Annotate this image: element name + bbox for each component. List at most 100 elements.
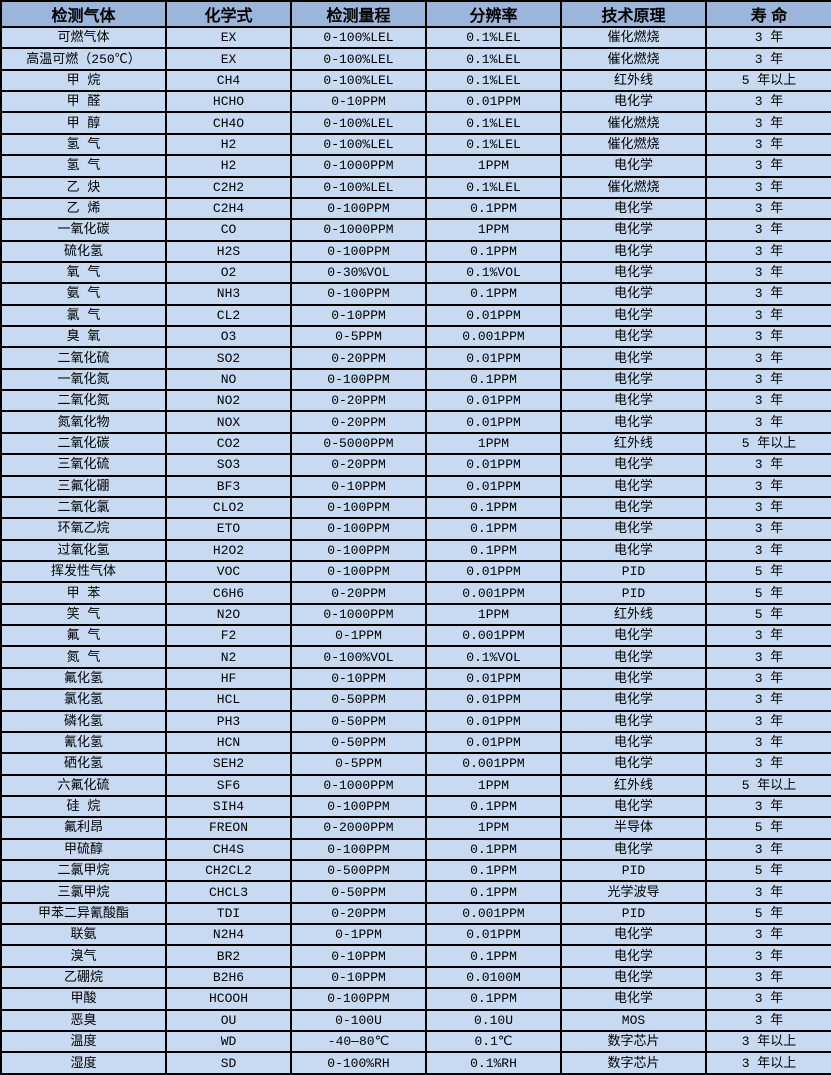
cell-formula: EX bbox=[165, 47, 292, 71]
cell-range: 0-100%RH bbox=[290, 1051, 427, 1075]
cell-gas: 联氨 bbox=[0, 923, 167, 947]
cell-formula: N2O bbox=[165, 602, 292, 627]
cell-gas: 湿度 bbox=[0, 1051, 167, 1075]
cell-formula: CHCL3 bbox=[165, 880, 292, 904]
cell-resolution: 0.01PPM bbox=[425, 709, 562, 733]
cell-gas: 二氧化氮 bbox=[0, 389, 167, 413]
table-row: 湿度 SD 0-100%RH 0.1%RH 数字芯片 3 年以上 bbox=[0, 1051, 831, 1075]
cell-gas: 氨 气 bbox=[0, 282, 167, 306]
cell-gas: 可燃气体 bbox=[0, 25, 167, 50]
table-row: 甲 苯 C6H6 0-20PPM 0.001PPM PID 5 年 bbox=[0, 581, 831, 605]
cell-principle: PID bbox=[560, 858, 707, 883]
cell-lifespan: 5 年以上 bbox=[705, 431, 831, 456]
cell-resolution: 0.1%LEL bbox=[425, 68, 562, 93]
cell-gas: 氮氧化物 bbox=[0, 410, 167, 434]
cell-range: 0-100PPM bbox=[290, 837, 427, 862]
cell-gas: 乙硼烷 bbox=[0, 965, 167, 990]
cell-resolution: 0.1PPM bbox=[425, 239, 562, 263]
cell-lifespan: 3 年 bbox=[705, 111, 831, 135]
cell-formula: CH2CL2 bbox=[165, 858, 292, 883]
cell-principle: 电化学 bbox=[560, 453, 707, 477]
cell-resolution: 0.1PPM bbox=[425, 837, 562, 862]
cell-range: -40—80℃ bbox=[290, 1029, 427, 1054]
cell-range: 0-20PPM bbox=[290, 453, 427, 477]
cell-formula: C2H2 bbox=[165, 175, 292, 199]
cell-principle: 电化学 bbox=[560, 239, 707, 263]
table-row: 一氧化碳 CO 0-1000PPM 1PPM 电化学 3 年 bbox=[0, 218, 831, 242]
cell-principle: 电化学 bbox=[560, 495, 707, 520]
cell-range: 0-20PPM bbox=[290, 410, 427, 434]
cell-principle: PID bbox=[560, 901, 707, 926]
cell-gas: 温度 bbox=[0, 1029, 167, 1054]
cell-resolution: 0.1PPM bbox=[425, 196, 562, 221]
table-header: 检测气体 化学式 检测量程 分辨率 技术原理寿 命 bbox=[0, 0, 831, 28]
cell-formula: HCN bbox=[165, 730, 292, 755]
cell-lifespan: 3 年 bbox=[705, 752, 831, 776]
cell-lifespan: 3 年 bbox=[705, 965, 831, 990]
cell-range: 0-1000PPM bbox=[290, 773, 427, 797]
cell-principle: 半导体 bbox=[560, 816, 707, 840]
cell-gas: 乙 炔 bbox=[0, 175, 167, 199]
cell-resolution: 0.01PPM bbox=[425, 303, 562, 328]
table-row: 氢 气 H2 0-1000PPM 1PPM 电化学 3 年 bbox=[0, 154, 831, 178]
cell-lifespan: 3 年 bbox=[705, 923, 831, 947]
cell-resolution: 0.01PPM bbox=[425, 474, 562, 498]
cell-lifespan: 3 年 bbox=[705, 282, 831, 306]
cell-gas: 氧 气 bbox=[0, 260, 167, 285]
cell-range: 0-100PPM bbox=[290, 517, 427, 541]
cell-gas: 笑 气 bbox=[0, 602, 167, 627]
cell-gas: 氮 气 bbox=[0, 645, 167, 669]
cell-lifespan: 3 年 bbox=[705, 453, 831, 477]
cell-gas: 硫化氢 bbox=[0, 239, 167, 263]
table-row: 过氧化氢 H2O2 0-100PPM 0.1PPM 电化学 3 年 bbox=[0, 538, 831, 563]
cell-principle: 电化学 bbox=[560, 709, 707, 733]
cell-range: 0-10PPM bbox=[290, 303, 427, 328]
table-row: 二氧化氮 NO2 0-20PPM 0.01PPM 电化学 3 年 bbox=[0, 389, 831, 413]
cell-lifespan: 3 年 bbox=[705, 25, 831, 50]
table-row: 三氯甲烷 CHCL3 0-50PPM 0.1PPM 光学波导 3 年 bbox=[0, 880, 831, 904]
cell-resolution: 0.1PPM bbox=[425, 880, 562, 904]
cell-formula: SO3 bbox=[165, 453, 292, 477]
cell-lifespan: 3 年 bbox=[705, 175, 831, 199]
cell-principle: 电化学 bbox=[560, 303, 707, 328]
cell-resolution: 0.1PPM bbox=[425, 282, 562, 306]
cell-resolution: 0.1PPM bbox=[425, 538, 562, 563]
cell-formula: O3 bbox=[165, 325, 292, 349]
table-row: 臭 氧 O3 0-5PPM 0.001PPM 电化学 3 年 bbox=[0, 325, 831, 349]
cell-principle: 数字芯片 bbox=[560, 1051, 707, 1075]
table-row: 二氯甲烷 CH2CL2 0-500PPM 0.1PPM PID 5 年 bbox=[0, 858, 831, 883]
cell-range: 0-100PPM bbox=[290, 559, 427, 584]
cell-gas: 甲硫醇 bbox=[0, 837, 167, 862]
cell-principle: 电化学 bbox=[560, 645, 707, 669]
cell-lifespan: 3 年 bbox=[705, 303, 831, 328]
table-row: 联氨 N2H4 0-1PPM 0.01PPM 电化学 3 年 bbox=[0, 923, 831, 947]
cell-formula: H2 bbox=[165, 154, 292, 178]
cell-formula: FREON bbox=[165, 816, 292, 840]
table-row: 乙硼烷 B2H6 0-10PPM 0.0100M 电化学 3 年 bbox=[0, 965, 831, 990]
cell-resolution: 0.1%LEL bbox=[425, 175, 562, 199]
cell-formula: SF6 bbox=[165, 773, 292, 797]
cell-gas: 二氯甲烷 bbox=[0, 858, 167, 883]
cell-formula: HCOOH bbox=[165, 987, 292, 1011]
table-row: 三氟化硼 BF3 0-10PPM 0.01PPM 电化学 3 年 bbox=[0, 474, 831, 498]
cell-resolution: 0.1%VOL bbox=[425, 645, 562, 669]
cell-formula: SEH2 bbox=[165, 752, 292, 776]
table-row: 磷化氢 PH3 0-50PPM 0.01PPM 电化学 3 年 bbox=[0, 709, 831, 733]
cell-range: 0-1PPM bbox=[290, 923, 427, 947]
header-row: 检测气体 化学式 检测量程 分辨率 技术原理寿 命 bbox=[0, 0, 831, 28]
table-row: 笑 气 N2O 0-1000PPM 1PPM 红外线 5 年 bbox=[0, 602, 831, 627]
cell-principle: 电化学 bbox=[560, 389, 707, 413]
cell-range: 0-100PPM bbox=[290, 196, 427, 221]
column-header-gas: 检测气体 bbox=[0, 0, 167, 28]
cell-principle: 电化学 bbox=[560, 624, 707, 648]
cell-formula: NO2 bbox=[165, 389, 292, 413]
table-row: 甲硫醇 CH4S 0-100PPM 0.1PPM 电化学 3 年 bbox=[0, 837, 831, 862]
cell-resolution: 0.1%RH bbox=[425, 1051, 562, 1075]
cell-lifespan: 3 年 bbox=[705, 260, 831, 285]
cell-range: 0-100PPM bbox=[290, 538, 427, 563]
cell-lifespan: 3 年 bbox=[705, 944, 831, 968]
cell-formula: C6H6 bbox=[165, 581, 292, 605]
cell-gas: 氯化氢 bbox=[0, 688, 167, 712]
cell-resolution: 0.1%LEL bbox=[425, 111, 562, 135]
cell-range: 0-1PPM bbox=[290, 624, 427, 648]
